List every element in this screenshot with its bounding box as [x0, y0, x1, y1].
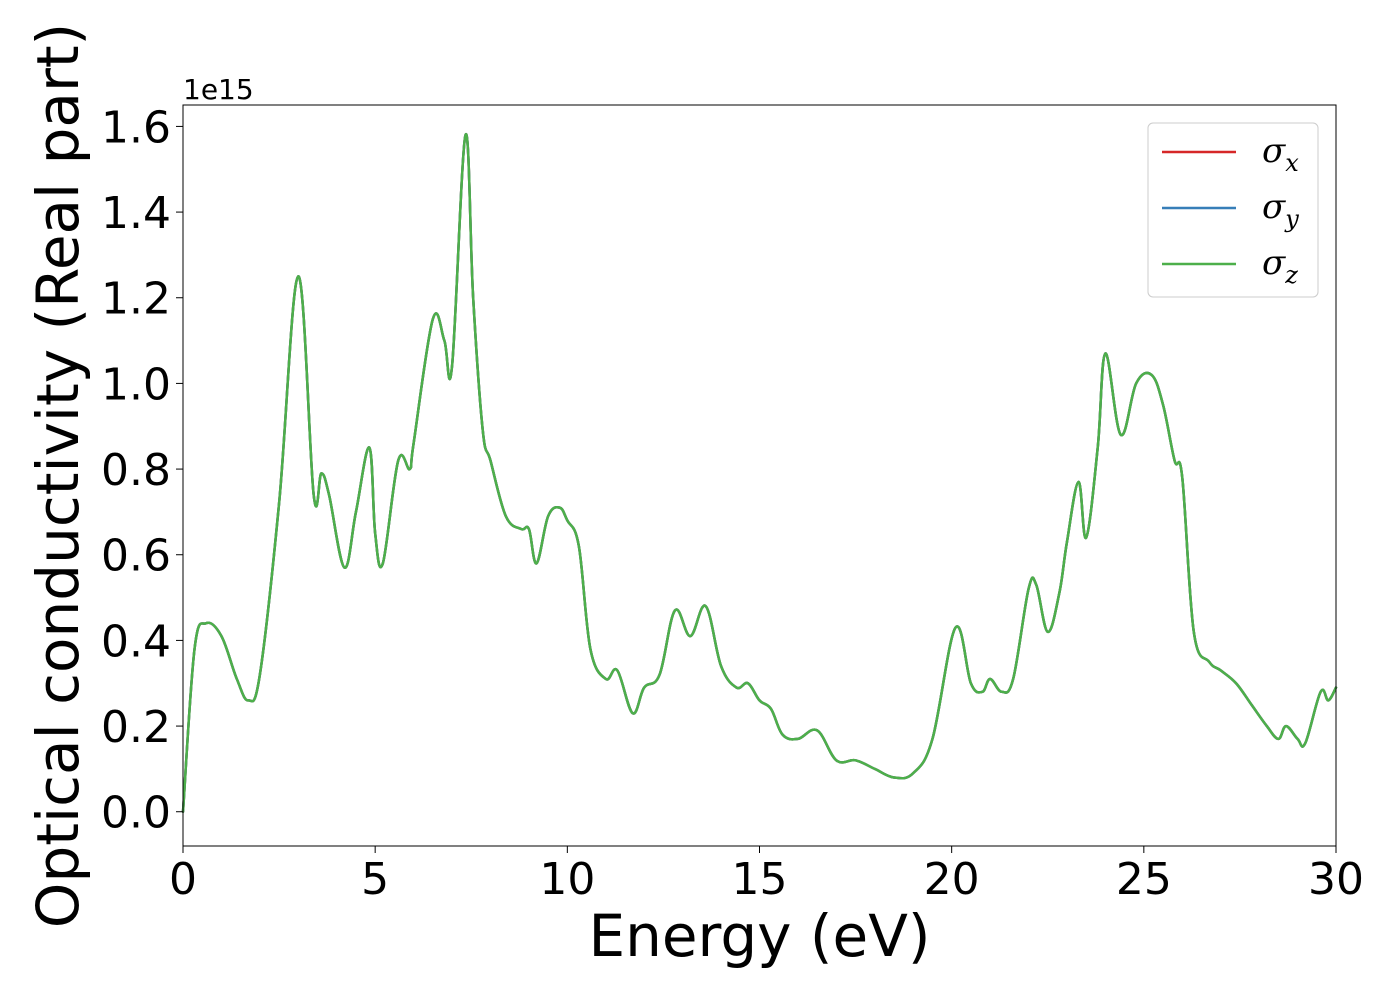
y-tick-label: 0.2 — [101, 702, 171, 753]
legend-symbol: σ — [1262, 243, 1286, 283]
x-tick-label: 10 — [539, 854, 595, 905]
y-axis-title: Optical conductivity (Real part) — [24, 23, 92, 928]
legend-label-y: σy — [1262, 187, 1299, 233]
x-tick-label: 0 — [169, 854, 197, 905]
y-tick-label: 1.6 — [101, 102, 171, 153]
x-tick-label: 15 — [732, 854, 788, 905]
x-axis-ticks: 0 5 10 15 20 25 30 — [169, 846, 1364, 905]
y-tick-label: 1.0 — [101, 359, 171, 410]
y-axis-ticks: 0.0 0.2 0.4 0.6 0.8 1.0 1.2 1.4 1.6 — [101, 102, 183, 839]
legend-subscript: z — [1284, 261, 1298, 289]
legend-subscript: y — [1284, 205, 1299, 233]
y-tick-label: 0.8 — [101, 445, 171, 496]
legend-symbol: σ — [1262, 187, 1286, 227]
legend-label-z: σz — [1262, 243, 1298, 289]
y-tick-label: 0.0 — [101, 788, 171, 839]
legend-frame — [1147, 122, 1319, 298]
x-tick-label: 30 — [1308, 854, 1364, 905]
series-lines — [181, 133, 1338, 813]
y-tick-label: 1.4 — [101, 188, 171, 239]
legend-subscript: x — [1285, 149, 1299, 177]
y-tick-label: 0.4 — [101, 616, 171, 667]
y-tick-label: 1.2 — [101, 274, 171, 325]
x-tick-label: 20 — [924, 854, 980, 905]
y-tick-label: 0.6 — [101, 531, 171, 582]
series-line-z — [181, 133, 1338, 813]
x-axis-title: Energy (eV) — [588, 902, 930, 970]
legend-label-x: σx — [1262, 131, 1299, 177]
x-tick-label: 25 — [1116, 854, 1172, 905]
x-tick-label: 5 — [361, 854, 389, 905]
legend-symbol: σ — [1262, 131, 1286, 171]
y-offset-label: 1e15 — [183, 73, 254, 106]
